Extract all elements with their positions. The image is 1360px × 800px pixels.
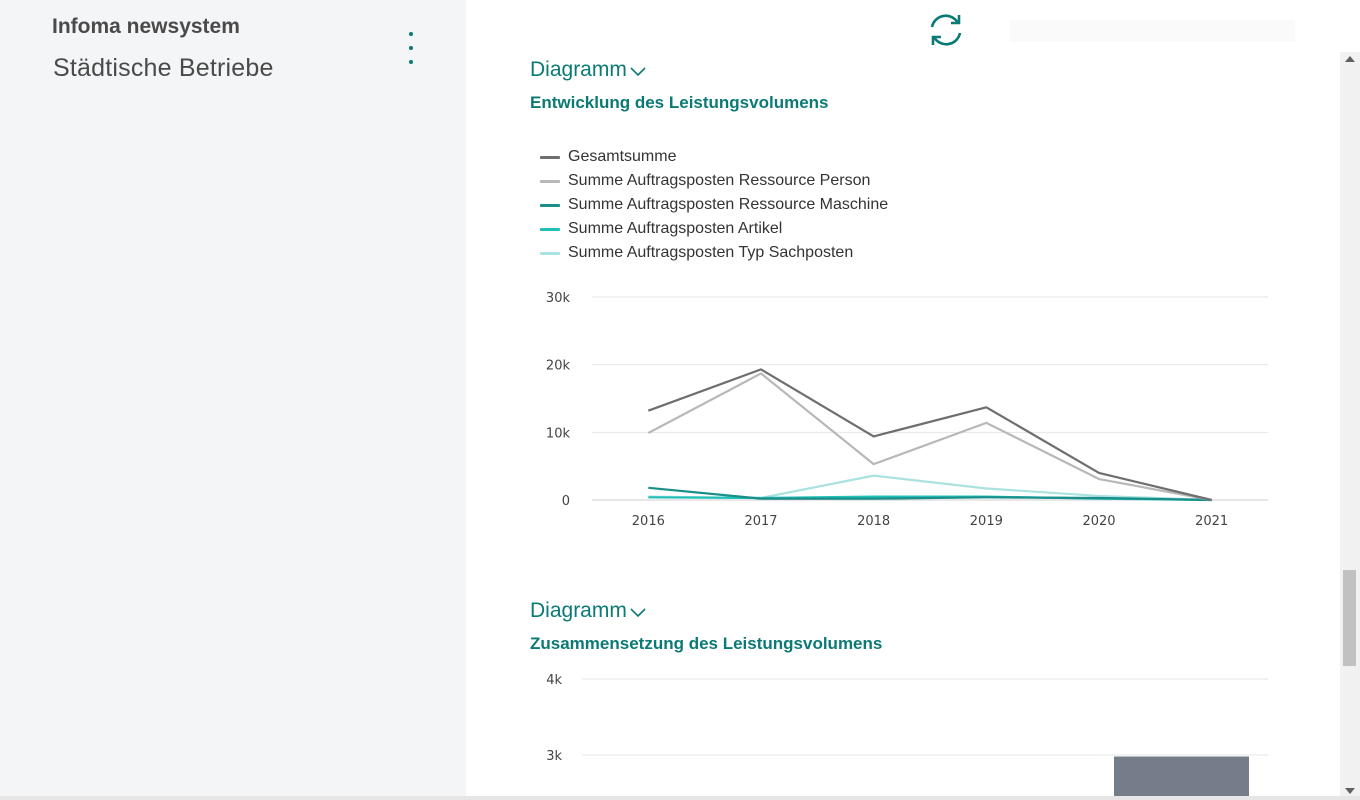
legend-swatch <box>540 251 560 255</box>
legend-item[interactable]: Summe Auftragsposten Ressource Person <box>540 169 888 193</box>
x-tick-label: 2018 <box>857 514 890 529</box>
x-tick-label: 2017 <box>744 514 777 529</box>
section2-heading-label: Diagramm <box>530 599 627 622</box>
refresh-icon[interactable] <box>925 9 967 51</box>
legend-swatch <box>540 203 560 207</box>
legend-swatch <box>540 179 560 183</box>
legend-item[interactable]: Summe Auftragsposten Artikel <box>540 217 888 241</box>
legend-label: Summe Auftragsposten Artikel <box>568 220 783 237</box>
section1-heading[interactable]: Diagramm <box>530 57 646 83</box>
bar[interactable] <box>1114 756 1249 796</box>
search-field[interactable] <box>1010 20 1295 42</box>
y-tick-label: 3k <box>546 749 562 764</box>
chevron-down-icon <box>630 600 646 624</box>
legend-label: Gesamtsumme <box>568 148 677 165</box>
scrollbar-thumb[interactable] <box>1343 570 1356 666</box>
chart1-legend: Gesamtsumme Summe Auftragsposten Ressourc… <box>540 145 888 265</box>
section2-heading[interactable]: Diagramm <box>530 598 646 624</box>
section1-heading-label: Diagramm <box>530 58 627 81</box>
vertical-scrollbar[interactable] <box>1340 52 1360 800</box>
series-line[interactable] <box>648 486 1212 502</box>
scroll-up-icon[interactable] <box>1345 56 1355 62</box>
chart2-title: Zusammensetzung des Leistungsvolumens <box>530 634 883 653</box>
chart1-title: Entwicklung des Leistungsvolumens <box>530 93 829 112</box>
y-tick-label: 10k <box>546 426 571 441</box>
y-tick-label: 20k <box>546 359 571 374</box>
legend-swatch <box>540 155 560 159</box>
main-content: Diagramm Entwicklung des Leistungsvolume… <box>466 0 1340 800</box>
x-tick-label: 2019 <box>970 514 1003 529</box>
x-tick-label: 2016 <box>632 514 665 529</box>
x-tick-label: 2020 <box>1082 514 1115 529</box>
series-line[interactable] <box>647 372 1212 502</box>
chart1-plot: 0 10k 20k 30k 2016 2017 2018 2019 2020 2021 <box>546 291 1268 529</box>
y-tick-label: 30k <box>546 291 571 306</box>
legend-swatch <box>540 227 560 231</box>
legend-label: Summe Auftragsposten Typ Sachposten <box>568 244 854 261</box>
y-tick-label: 0 <box>562 494 570 509</box>
more-vertical-icon[interactable] <box>400 30 422 74</box>
chart2-plot: 4k 3k <box>546 673 1268 796</box>
x-tick-label: 2021 <box>1195 514 1228 529</box>
legend-label: Summe Auftragsposten Ressource Person <box>568 172 871 189</box>
legend-item[interactable]: Gesamtsumme <box>540 145 888 169</box>
legend-item[interactable]: Summe Auftragsposten Typ Sachposten <box>540 241 888 265</box>
legend-label: Summe Auftragsposten Ressource Maschine <box>568 196 889 213</box>
sidebar: Infoma newsystem Städtische Betriebe <box>0 0 466 800</box>
y-tick-label: 4k <box>546 673 562 688</box>
company-name[interactable]: Städtische Betriebe <box>53 54 274 82</box>
legend-item[interactable]: Summe Auftragsposten Ressource Maschine <box>540 193 888 217</box>
series-line[interactable] <box>647 368 1212 502</box>
scroll-down-icon[interactable] <box>1345 788 1355 794</box>
app-name: Infoma newsystem <box>52 15 240 38</box>
bottom-edge <box>0 796 1360 800</box>
chevron-down-icon <box>630 59 646 83</box>
